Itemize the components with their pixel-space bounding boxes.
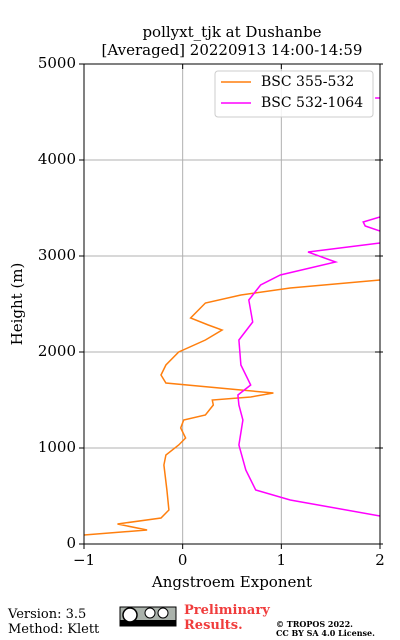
y-tick-label: 2000 bbox=[38, 342, 76, 360]
y-tick-label: 1000 bbox=[38, 438, 76, 456]
copyright-block: © TROPOS 2022. CC BY SA 4.0 License. bbox=[276, 620, 375, 638]
method: Method: Klett bbox=[8, 622, 100, 637]
x-tick-label: 1 bbox=[277, 551, 287, 569]
plot-lines bbox=[84, 97, 380, 536]
plot-frame bbox=[83, 63, 381, 545]
cc-logo bbox=[119, 606, 177, 627]
series-line bbox=[237, 97, 380, 517]
legend-label: BSC 355-532 bbox=[261, 74, 354, 90]
chart-title: pollyxt_tjk at Dushanbe bbox=[142, 23, 321, 41]
legend-label: BSC 532-1064 bbox=[261, 95, 363, 111]
footer-info: Version: 3.5 Method: Klett bbox=[8, 607, 99, 637]
legend-box bbox=[214, 70, 374, 118]
legend: BSC 355-532 BSC 532-1064 bbox=[214, 70, 374, 118]
grid bbox=[83, 63, 381, 545]
x-tick-label: 0 bbox=[178, 551, 188, 569]
y-tick-label: 0 bbox=[66, 534, 76, 552]
copyright: © TROPOS 2022. bbox=[276, 619, 353, 629]
chart-subtitle: [Averaged] 20220913 14:00-14:59 bbox=[102, 41, 363, 59]
y-axis-label: Height (m) bbox=[8, 263, 26, 346]
y-tick-label: 5000 bbox=[38, 54, 76, 72]
x-axis-label: Angstroem Exponent bbox=[151, 573, 312, 591]
y-tick-label: 3000 bbox=[38, 246, 76, 264]
x-tick-label: 2 bbox=[375, 551, 385, 569]
x-tick-label: −1 bbox=[73, 551, 95, 569]
version: Version: 3.5 bbox=[8, 607, 87, 622]
series-line bbox=[84, 279, 380, 536]
notice: Preliminary Results. bbox=[184, 603, 270, 633]
license: CC BY SA 4.0 License. bbox=[276, 628, 375, 638]
y-tick-label: 4000 bbox=[38, 150, 76, 168]
